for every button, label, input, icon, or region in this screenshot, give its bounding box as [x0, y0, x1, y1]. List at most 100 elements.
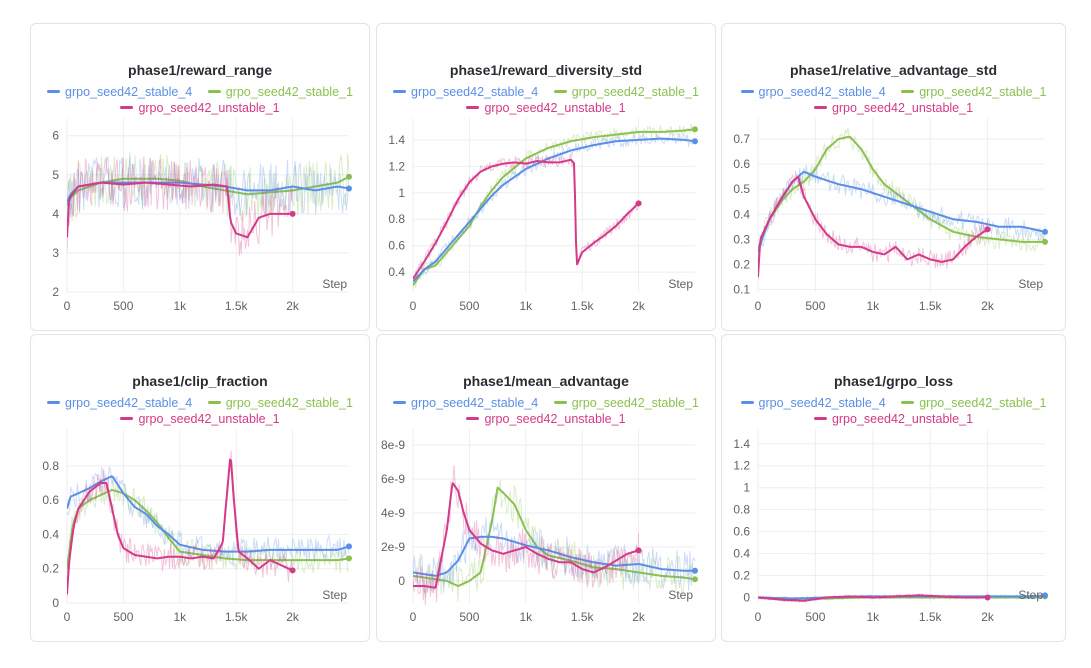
legend-swatch	[740, 90, 754, 93]
legend-swatch	[466, 106, 480, 109]
legend-swatch	[813, 417, 827, 420]
legend-row-1: grpo_seed42_stable_4 grpo_seed42_stable_…	[31, 393, 369, 410]
legend-label: grpo_seed42_stable_1	[571, 84, 699, 99]
legend-row-1: grpo_seed42_stable_4 grpo_seed42_stable_…	[377, 82, 715, 99]
y-tick-label: 1.4	[733, 437, 750, 451]
plot-reward-diversity-std[interactable]: 0 500 1k 1.5k 2k 0.4 0.6 0.8 1 1.2 1.4 Step	[377, 24, 717, 332]
legend-item-stable-4[interactable]: grpo_seed42_stable_4	[393, 85, 538, 99]
y-tick-label: 2	[52, 285, 59, 299]
series-end-dot-stable_4	[692, 138, 698, 145]
legend-item-stable-1[interactable]: grpo_seed42_stable_1	[901, 396, 1046, 410]
series-end-dot-stable_4	[1042, 228, 1048, 235]
x-tick-label: 0	[755, 610, 762, 624]
legend-swatch	[901, 401, 915, 404]
chart-panel-mean-advantage: phase1/mean_advantage grpo_seed42_stable…	[376, 334, 716, 642]
x-tick-label: 500	[459, 610, 479, 624]
x-tick-label: 500	[459, 299, 479, 313]
y-tick-label: 0.6	[42, 493, 59, 507]
chart-panel-clip-fraction: phase1/clip_fraction grpo_seed42_stable_…	[30, 334, 370, 642]
series-line-stable_1	[758, 135, 1045, 250]
legend-item-unstable-1[interactable]: grpo_seed42_unstable_1	[466, 411, 626, 426]
legend-row-2: grpo_seed42_unstable_1	[31, 98, 369, 115]
legend-swatch	[393, 90, 407, 93]
series-end-dot-unstable_1	[289, 567, 296, 574]
grid-lines	[757, 429, 1045, 603]
legend-swatch	[466, 417, 480, 420]
legend-item-unstable-1[interactable]: grpo_seed42_unstable_1	[120, 411, 280, 426]
legend-item-stable-4[interactable]: grpo_seed42_stable_4	[47, 85, 192, 99]
x-tick-label: 2k	[632, 610, 646, 624]
y-tick-label: 4	[52, 207, 59, 221]
legend-label: grpo_seed42_stable_4	[758, 395, 886, 410]
y-tick-label: 0.2	[42, 562, 59, 576]
legend-item-stable-1[interactable]: grpo_seed42_stable_1	[553, 396, 699, 410]
series-raw-stable_4	[413, 517, 696, 594]
y-tick-label: 0.4	[388, 265, 405, 279]
legend-swatch	[120, 106, 134, 109]
grid-lines	[66, 118, 349, 293]
series-line-stable_4	[758, 170, 1046, 253]
y-tick-label: 0.4	[733, 547, 750, 561]
y-tick-label: 6e-9	[381, 472, 405, 486]
legend-item-stable-1[interactable]: grpo_seed42_stable_1	[207, 395, 353, 410]
y-tick-label: 1	[398, 186, 405, 200]
x-tick-label: 1k	[519, 610, 533, 624]
legend-label: grpo_seed42_stable_4	[65, 395, 193, 410]
legend-item-stable-4[interactable]: grpo_seed42_stable_4	[740, 85, 886, 99]
legend-label: grpo_seed42_stable_1	[919, 395, 1047, 410]
legend-label: grpo_seed42_stable_1	[225, 395, 353, 410]
x-tick-label: 1.5k	[571, 610, 595, 624]
series-line-stable_4	[413, 137, 696, 283]
plot-clip-fraction[interactable]: 0 500 1k 1.5k 2k 0 0.2 0.4 0.6 0.8 Step	[31, 335, 371, 643]
chart-panel-reward-diversity-std: phase1/reward_diversity_std grpo_seed42_…	[376, 23, 716, 331]
y-tick-label: 0.7	[733, 132, 750, 146]
y-tick-label: 5	[52, 168, 59, 182]
legend-label: grpo_seed42_unstable_1	[484, 411, 626, 426]
legend-item-unstable-1[interactable]: grpo_seed42_unstable_1	[466, 101, 626, 115]
plot-reward-range[interactable]: 0 500 1k 1.5k 2k 2 3 4 5 6 Step	[31, 24, 371, 332]
legend-item-stable-4[interactable]: grpo_seed42_stable_4	[47, 396, 192, 410]
x-tick-label: 0	[64, 610, 71, 624]
x-tick-label: 1k	[173, 299, 187, 313]
series-raw-stable_4	[413, 132, 696, 285]
series-end-dot-unstable_1	[984, 594, 991, 601]
legend-label: grpo_seed42_unstable_1	[138, 411, 280, 426]
x-tick-label: 2k	[286, 299, 300, 313]
y-tick-label: 8e-9	[381, 438, 405, 452]
legend-item-stable-4[interactable]: grpo_seed42_stable_4	[393, 396, 538, 410]
legend-swatch	[393, 401, 407, 404]
legend-item-stable-4[interactable]: grpo_seed42_stable_4	[740, 395, 886, 410]
chart-title: phase1/reward_diversity_std	[449, 62, 643, 78]
legend-item-stable-1[interactable]: grpo_seed42_stable_1	[553, 84, 699, 99]
x-tick-label: 1k	[866, 610, 880, 624]
series-end-dot-stable_1	[346, 173, 352, 180]
plot-mean-advantage[interactable]: 0 500 1k 1.5k 2k 0 2e-9 4e-9 6e-9 8e-9 Step	[377, 335, 717, 643]
series-raw-unstable_1	[413, 153, 640, 282]
plot-grpo-loss[interactable]: 0 500 1k 1.5k 2k 0 0.2 0.4 0.6 0.8 1 1.2 1.4 Step	[722, 335, 1067, 643]
y-tick-label: 0.1	[733, 282, 750, 296]
chart-panel-grpo-loss: phase1/grpo_loss grpo_seed42_stable_4 gr…	[721, 334, 1066, 642]
x-tick-label: 2k	[981, 299, 995, 313]
y-tick-label: 0.5	[733, 182, 750, 196]
series-line-stable_4	[67, 475, 350, 553]
legend-row-1: grpo_seed42_stable_4 grpo_seed42_stable_…	[31, 82, 369, 99]
series-raw-unstable_1	[67, 450, 294, 598]
legend-item-stable-1[interactable]: grpo_seed42_stable_1	[901, 85, 1046, 99]
plot-relative-advantage-std[interactable]: 0 500 1k 1.5k 2k 0.1 0.2 0.3 0.4 0.5 0.6 0.7 Step	[722, 24, 1067, 332]
x-axis-label: Step	[1018, 588, 1043, 602]
chart-title: phase1/relative_advantage_std	[790, 62, 997, 78]
legend-swatch	[207, 401, 221, 404]
legend-item-unstable-1[interactable]: grpo_seed42_unstable_1	[813, 412, 973, 426]
legend-label: grpo_seed42_stable_1	[919, 84, 1047, 99]
series-raw-unstable_1	[67, 156, 294, 256]
legend-item-unstable-1[interactable]: grpo_seed42_unstable_1	[120, 101, 280, 115]
y-tick-label: 0.6	[388, 239, 405, 253]
legend-row-1: grpo_seed42_stable_4 grpo_seed42_stable_…	[722, 393, 1065, 410]
legend-item-unstable-1[interactable]: grpo_seed42_unstable_1	[813, 101, 973, 115]
y-tick-label: 0.8	[388, 212, 405, 226]
y-tick-label: 0.8	[42, 459, 59, 473]
x-tick-label: 0	[755, 299, 762, 313]
series-line-unstable_1	[67, 181, 293, 239]
legend-item-stable-1[interactable]: grpo_seed42_stable_1	[207, 85, 353, 99]
series-line-unstable_1	[67, 458, 293, 595]
